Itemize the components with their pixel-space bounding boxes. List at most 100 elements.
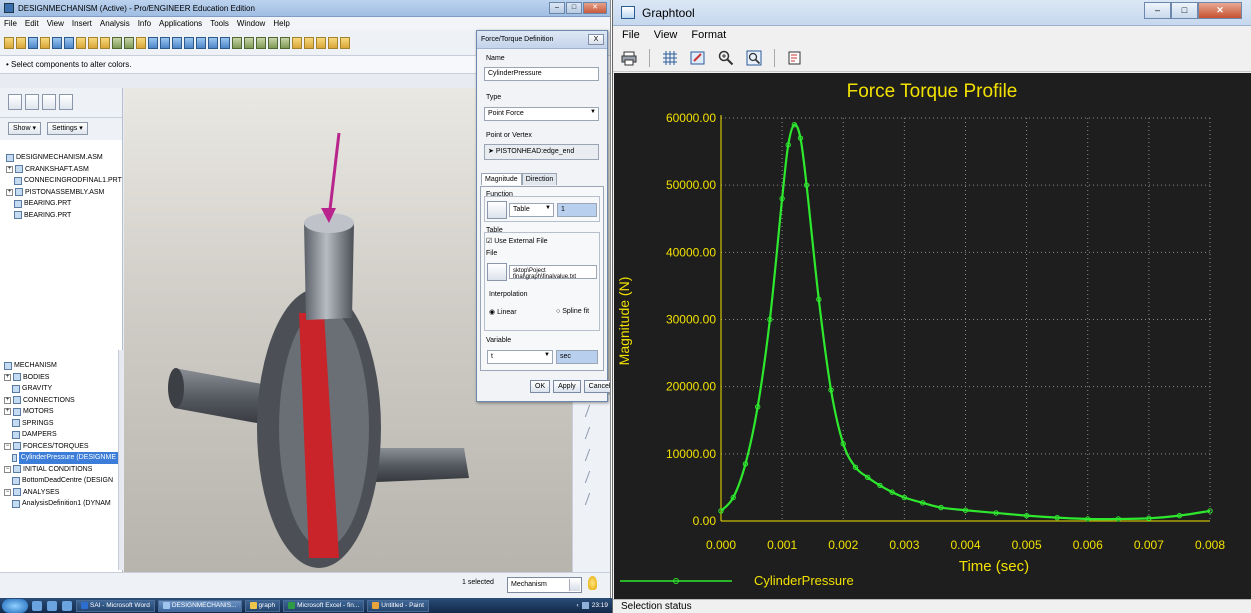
taskbar-item-excel[interactable]: Microsoft Excel - fin... bbox=[283, 599, 365, 612]
tool-icon[interactable] bbox=[584, 427, 599, 439]
graph-menu-file[interactable]: File bbox=[622, 29, 640, 41]
zoom-area-icon[interactable] bbox=[746, 50, 762, 66]
graphtool-maximize-button[interactable]: □ bbox=[1171, 2, 1198, 19]
paste-icon[interactable] bbox=[100, 36, 110, 49]
expand-icon[interactable]: + bbox=[6, 188, 13, 196]
tool-icon[interactable] bbox=[584, 405, 599, 417]
tree-item[interactable]: GRAVITY bbox=[4, 383, 118, 395]
show-button[interactable]: Show ▾ bbox=[8, 122, 41, 135]
copy-icon[interactable] bbox=[88, 36, 98, 49]
tool-icon[interactable] bbox=[584, 493, 599, 505]
tree-item[interactable]: BottomDeadCentre (DESIGN bbox=[4, 475, 118, 487]
cancel-button[interactable]: Cancel bbox=[583, 380, 610, 393]
tree-item[interactable]: + CRANKSHAFT.ASM bbox=[6, 164, 122, 176]
tree-item-selected[interactable]: CylinderPressure (DESIGNME bbox=[4, 452, 118, 464]
tree-item[interactable]: + CONNECTIONS bbox=[4, 395, 118, 407]
collapse-icon[interactable]: − bbox=[4, 488, 11, 496]
expand-icon[interactable]: + bbox=[4, 408, 11, 416]
function-select[interactable]: Table ▼ bbox=[509, 203, 554, 217]
proe-menu-file[interactable]: File bbox=[4, 19, 17, 28]
grid-icon[interactable] bbox=[662, 50, 678, 66]
expand-icon[interactable]: + bbox=[4, 396, 11, 404]
undo-icon[interactable] bbox=[52, 36, 62, 49]
graph-icon[interactable] bbox=[487, 201, 507, 219]
name-field[interactable]: CylinderPressure bbox=[484, 67, 599, 81]
redo-icon[interactable] bbox=[64, 36, 74, 49]
tab-direction[interactable]: Direction bbox=[521, 173, 558, 185]
shading-icon[interactable] bbox=[328, 36, 338, 49]
format-icon[interactable] bbox=[690, 50, 706, 66]
save-icon[interactable] bbox=[28, 36, 38, 49]
tree-item[interactable]: BEARING.PRT bbox=[6, 198, 122, 210]
proe-menu-edit[interactable]: Edit bbox=[24, 19, 39, 28]
proe-menu-help[interactable]: Help bbox=[273, 19, 290, 28]
type-select[interactable]: Point Force ▼ bbox=[484, 107, 599, 121]
collapse-icon[interactable]: − bbox=[4, 465, 11, 473]
open-file-icon[interactable] bbox=[16, 36, 26, 49]
graph-menu-view[interactable]: View bbox=[653, 29, 678, 41]
proe-menu-analysis[interactable]: Analysis bbox=[99, 19, 130, 28]
regenerate-icon[interactable] bbox=[112, 36, 122, 49]
zoom-in-icon[interactable] bbox=[718, 50, 734, 66]
apply-button[interactable]: Apply bbox=[553, 380, 581, 393]
taskbar-item-graph[interactable]: graph bbox=[244, 599, 281, 612]
taskbar-item-paint[interactable]: Untitled - Paint bbox=[367, 599, 429, 612]
network-icon[interactable] bbox=[581, 602, 589, 609]
tree-item[interactable]: − INITIAL CONDITIONS bbox=[4, 464, 118, 476]
tree-item[interactable]: BEARING.PRT bbox=[6, 210, 122, 222]
cut-icon[interactable] bbox=[76, 36, 86, 49]
plot-area[interactable]: 0.00 10000.00 20000.00 30000.00 40000.00 5000… bbox=[614, 73, 1251, 599]
chevron-down-icon[interactable] bbox=[569, 579, 580, 591]
tool-icon[interactable] bbox=[584, 449, 599, 461]
datum-points-icon[interactable] bbox=[268, 36, 278, 49]
proe-menu-info[interactable]: Info bbox=[137, 19, 152, 28]
favorites-tab[interactable] bbox=[42, 94, 56, 110]
refit-icon[interactable] bbox=[196, 36, 206, 49]
proe-minimize-button[interactable]: – bbox=[549, 2, 565, 14]
file-field[interactable]: sktop\Poject final\graph\finalvalue.txt bbox=[509, 265, 597, 280]
tree-item[interactable]: MECHANISM bbox=[4, 360, 118, 372]
layers-icon[interactable] bbox=[232, 36, 242, 49]
wireframe-icon[interactable] bbox=[292, 36, 302, 49]
orient-icon[interactable] bbox=[208, 36, 218, 49]
start-button[interactable] bbox=[2, 598, 28, 613]
proe-menu-window[interactable]: Window bbox=[236, 19, 266, 28]
datum-axes-icon[interactable] bbox=[256, 36, 266, 49]
folder-browser-tab[interactable] bbox=[25, 94, 39, 110]
tree-item[interactable]: − ANALYSES bbox=[4, 487, 118, 499]
repaint-icon[interactable] bbox=[160, 36, 170, 49]
proe-menu-insert[interactable]: Insert bbox=[71, 19, 92, 28]
open-folder-icon[interactable] bbox=[487, 263, 507, 281]
graph-menu-format[interactable]: Format bbox=[691, 29, 727, 41]
model-tree-tab[interactable] bbox=[8, 94, 22, 110]
find-icon[interactable] bbox=[136, 36, 146, 49]
tray-arrow-icon[interactable]: ‹ bbox=[576, 602, 579, 609]
tree-item[interactable]: CONNECINGRODFINAL1.PRT bbox=[6, 175, 122, 187]
taskbar-item-proe[interactable]: DESIGNMECHANIS... bbox=[157, 599, 242, 612]
connections-tab[interactable] bbox=[59, 94, 73, 110]
print-icon[interactable] bbox=[40, 36, 50, 49]
new-file-icon[interactable] bbox=[4, 36, 14, 49]
tree-item[interactable]: + PISTONASSEMBLY.ASM bbox=[6, 187, 122, 199]
proe-menu-tools[interactable]: Tools bbox=[210, 19, 229, 28]
proe-menu-applications[interactable]: Applications bbox=[159, 19, 203, 28]
graphtool-close-button[interactable]: ✕ bbox=[1198, 2, 1242, 19]
export-icon[interactable] bbox=[787, 50, 803, 66]
annotation-icon[interactable] bbox=[340, 36, 350, 49]
linear-radio[interactable]: ◉ Linear bbox=[489, 309, 517, 316]
point-field[interactable]: ➤ PISTONHEAD:edge_end bbox=[484, 144, 599, 160]
hidden-line-icon[interactable] bbox=[304, 36, 314, 49]
settings-button[interactable]: Settings ▾ bbox=[46, 122, 88, 135]
use-external-checkbox[interactable]: ☑ Use External File bbox=[486, 238, 548, 245]
quick-launch-icon[interactable] bbox=[47, 600, 57, 611]
tree-item[interactable]: DAMPERS bbox=[4, 429, 118, 441]
zoom-out-icon[interactable] bbox=[184, 36, 194, 49]
clock[interactable]: 23:19 bbox=[591, 602, 608, 609]
datum-planes-icon[interactable] bbox=[244, 36, 254, 49]
window-icon[interactable] bbox=[148, 36, 158, 49]
tree-item[interactable]: − FORCES/TORQUES bbox=[4, 441, 118, 453]
collapse-icon[interactable]: − bbox=[4, 442, 11, 450]
variable-select[interactable]: t ▼ bbox=[487, 350, 553, 364]
tree-item[interactable]: DESIGNMECHANISM.ASM bbox=[6, 152, 122, 164]
panel-sash[interactable] bbox=[118, 350, 123, 570]
